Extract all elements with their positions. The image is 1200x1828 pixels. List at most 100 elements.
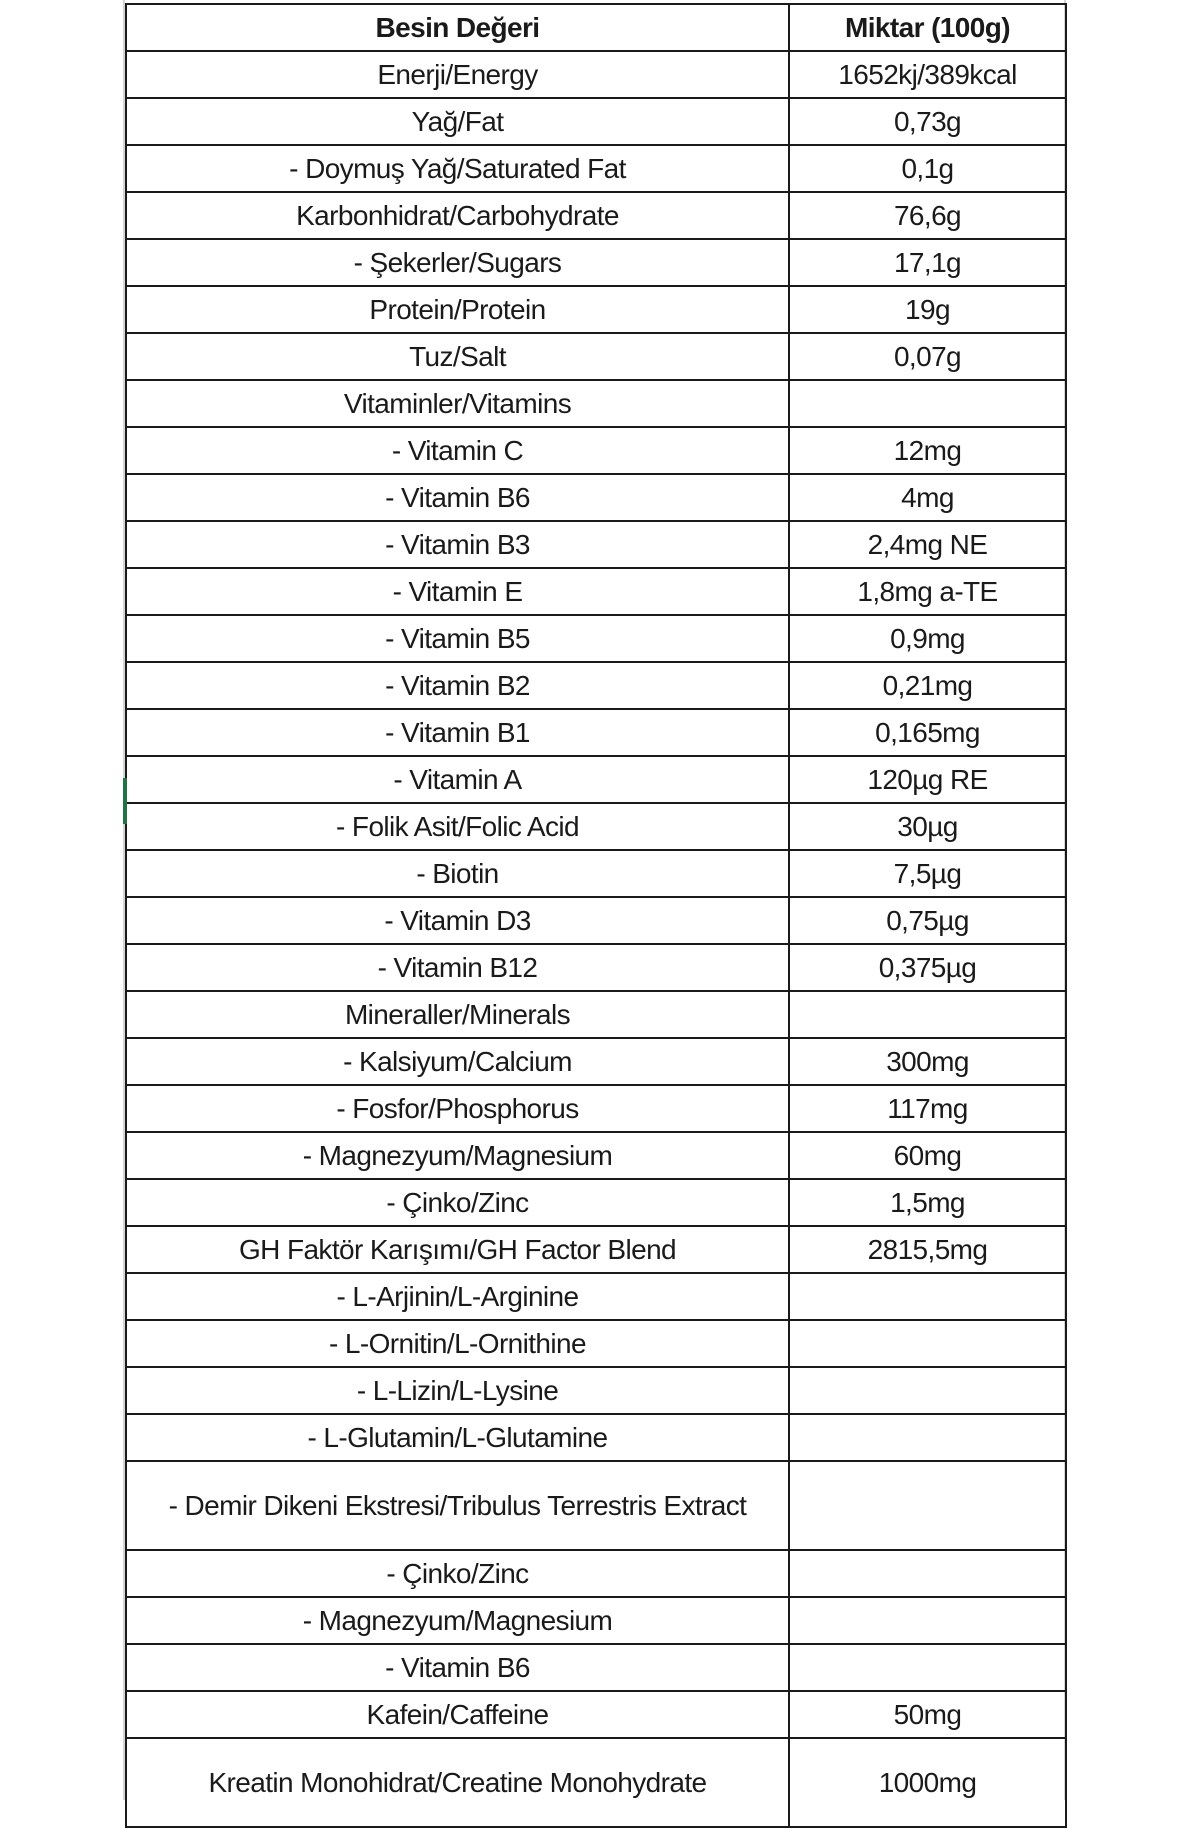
nutrient-cell[interactable]: - Vitamin B5 xyxy=(125,614,790,663)
nutrient-cell[interactable]: - Magnezyum/Magnesium xyxy=(125,1596,790,1646)
amount-cell[interactable] xyxy=(788,1596,1067,1646)
amount-cell[interactable]: 4mg xyxy=(788,473,1067,522)
table-row: - Çinko/Zinc 1,5mg xyxy=(125,1178,1067,1227)
nutrient-cell[interactable]: Kreatin Monohidrat/Creatine Monohydrate xyxy=(125,1737,790,1828)
gridline-left xyxy=(123,0,125,1800)
amount-cell[interactable] xyxy=(788,1366,1067,1415)
nutrient-cell[interactable]: - Çinko/Zinc xyxy=(125,1178,790,1227)
table-row: GH Faktör Karışımı/GH Factor Blend 2815,5… xyxy=(125,1225,1067,1274)
nutrient-cell[interactable]: - L-Ornitin/L-Ornithine xyxy=(125,1319,790,1368)
nutrient-cell[interactable]: Vitaminler/Vitamins xyxy=(125,379,790,428)
table-row: - Vitamin B12 0,375µg xyxy=(125,943,1067,992)
amount-cell[interactable]: 76,6g xyxy=(788,191,1067,240)
nutrient-cell[interactable]: Karbonhidrat/Carbohydrate xyxy=(125,191,790,240)
nutrient-cell[interactable]: - Folik Asit/Folic Acid xyxy=(125,802,790,851)
amount-cell[interactable]: 1652kj/389kcal xyxy=(788,50,1067,99)
table-row: Kafein/Caffeine 50mg xyxy=(125,1690,1067,1740)
amount-cell[interactable]: 0,9mg xyxy=(788,614,1067,663)
amount-cell[interactable]: 0,21mg xyxy=(788,661,1067,710)
amount-cell[interactable]: 60mg xyxy=(788,1131,1067,1180)
nutrient-cell[interactable]: - Biotin xyxy=(125,849,790,898)
amount-cell[interactable]: 12mg xyxy=(788,426,1067,475)
amount-cell[interactable]: 120µg RE xyxy=(788,755,1067,804)
header-nutrient[interactable]: Besin Değeri xyxy=(125,3,790,52)
nutrient-cell[interactable]: - L-Lizin/L-Lysine xyxy=(125,1366,790,1415)
nutrient-cell[interactable]: - Vitamin B12 xyxy=(125,943,790,992)
amount-cell[interactable] xyxy=(788,990,1067,1039)
nutrient-cell[interactable]: - Vitamin C xyxy=(125,426,790,475)
amount-cell[interactable]: 17,1g xyxy=(788,238,1067,287)
amount-cell[interactable]: 50mg xyxy=(788,1690,1067,1740)
nutrient-cell[interactable]: - Çinko/Zinc xyxy=(125,1549,790,1599)
amount-cell[interactable]: 30µg xyxy=(788,802,1067,851)
amount-cell[interactable] xyxy=(788,1643,1067,1693)
amount-cell[interactable]: 0,73g xyxy=(788,97,1067,146)
amount-cell[interactable]: 0,07g xyxy=(788,332,1067,381)
nutrient-cell[interactable]: - Demir Dikeni Ekstresi/Tribulus Terrest… xyxy=(125,1459,790,1552)
nutrient-cell[interactable]: - Vitamin B2 xyxy=(125,661,790,710)
nutrient-cell[interactable]: - Magnezyum/Magnesium xyxy=(125,1131,790,1180)
nutrient-cell[interactable]: Yağ/Fat xyxy=(125,97,790,146)
amount-cell[interactable]: 1,5mg xyxy=(788,1178,1067,1227)
amount-cell[interactable]: 7,5µg xyxy=(788,849,1067,898)
amount-cell[interactable]: 1000mg xyxy=(788,1737,1067,1828)
table-row: - Çinko/Zinc xyxy=(125,1549,1067,1599)
nutrient-cell[interactable]: Tuz/Salt xyxy=(125,332,790,381)
nutrient-cell[interactable]: - Kalsiyum/Calcium xyxy=(125,1037,790,1086)
amount-cell[interactable]: 0,1g xyxy=(788,144,1067,193)
amount-cell[interactable]: 1,8mg a-TE xyxy=(788,567,1067,616)
table-row: - Magnezyum/Magnesium xyxy=(125,1596,1067,1646)
nutrient-cell[interactable]: Enerji/Energy xyxy=(125,50,790,99)
table-row: - Demir Dikeni Ekstresi/Tribulus Terrest… xyxy=(125,1459,1067,1552)
amount-cell[interactable]: 117mg xyxy=(788,1084,1067,1133)
table-row: - Biotin 7,5µg xyxy=(125,849,1067,898)
nutrient-cell[interactable]: Kafein/Caffeine xyxy=(125,1690,790,1740)
table-row: Enerji/Energy 1652kj/389kcal xyxy=(125,50,1067,99)
nutrient-cell[interactable]: - L-Arjinin/L-Arginine xyxy=(125,1272,790,1321)
table-row: - Vitamin B5 0,9mg xyxy=(125,614,1067,663)
nutrient-cell[interactable]: - Doymuş Yağ/Saturated Fat xyxy=(125,144,790,193)
amount-cell[interactable]: 300mg xyxy=(788,1037,1067,1086)
table-row: - Vitamin B1 0,165mg xyxy=(125,708,1067,757)
nutrient-cell[interactable]: - Vitamin E xyxy=(125,567,790,616)
table-row: - Doymuş Yağ/Saturated Fat 0,1g xyxy=(125,144,1067,193)
table-row: - L-Glutamin/L-Glutamine xyxy=(125,1413,1067,1462)
table-row: - Vitamin B6 4mg xyxy=(125,473,1067,522)
nutrient-cell[interactable]: - L-Glutamin/L-Glutamine xyxy=(125,1413,790,1462)
nutrient-cell[interactable]: - Vitamin A xyxy=(125,755,790,804)
header-amount[interactable]: Miktar (100g) xyxy=(788,3,1067,52)
table-row: - L-Lizin/L-Lysine xyxy=(125,1366,1067,1415)
amount-cell[interactable] xyxy=(788,1413,1067,1462)
amount-cell[interactable]: 2,4mg NE xyxy=(788,520,1067,569)
amount-cell[interactable] xyxy=(788,1459,1067,1552)
amount-cell[interactable] xyxy=(788,1319,1067,1368)
amount-cell[interactable]: 0,375µg xyxy=(788,943,1067,992)
table-row: Kreatin Monohidrat/Creatine Monohydrate 1… xyxy=(125,1737,1067,1828)
nutrient-cell[interactable]: - Vitamin B6 xyxy=(125,473,790,522)
table-row: Protein/Protein 19g xyxy=(125,285,1067,334)
amount-cell[interactable]: 19g xyxy=(788,285,1067,334)
nutrient-cell[interactable]: Mineraller/Minerals xyxy=(125,990,790,1039)
nutrient-cell[interactable]: GH Faktör Karışımı/GH Factor Blend xyxy=(125,1225,790,1274)
nutrient-cell[interactable]: - Fosfor/Phosphorus xyxy=(125,1084,790,1133)
nutrient-cell[interactable]: - Vitamin B3 xyxy=(125,520,790,569)
amount-cell[interactable]: 0,165mg xyxy=(788,708,1067,757)
table-row: - L-Arjinin/L-Arginine xyxy=(125,1272,1067,1321)
nutrient-cell[interactable]: Protein/Protein xyxy=(125,285,790,334)
table-row: - Vitamin B6 xyxy=(125,1643,1067,1693)
table-row: Mineraller/Minerals xyxy=(125,990,1067,1039)
table-row: - Vitamin A 120µg RE xyxy=(125,755,1067,804)
nutrient-cell[interactable]: - Vitamin B6 xyxy=(125,1643,790,1693)
table-row: - Vitamin D3 0,75µg xyxy=(125,896,1067,945)
nutrient-cell[interactable]: - Şekerler/Sugars xyxy=(125,238,790,287)
table-row: - L-Ornitin/L-Ornithine xyxy=(125,1319,1067,1368)
amount-cell[interactable] xyxy=(788,379,1067,428)
table-row: - Vitamin B3 2,4mg NE xyxy=(125,520,1067,569)
nutrient-cell[interactable]: - Vitamin D3 xyxy=(125,896,790,945)
amount-cell[interactable]: 0,75µg xyxy=(788,896,1067,945)
amount-cell[interactable] xyxy=(788,1549,1067,1599)
table-row: - Vitamin B2 0,21mg xyxy=(125,661,1067,710)
nutrient-cell[interactable]: - Vitamin B1 xyxy=(125,708,790,757)
amount-cell[interactable] xyxy=(788,1272,1067,1321)
amount-cell[interactable]: 2815,5mg xyxy=(788,1225,1067,1274)
